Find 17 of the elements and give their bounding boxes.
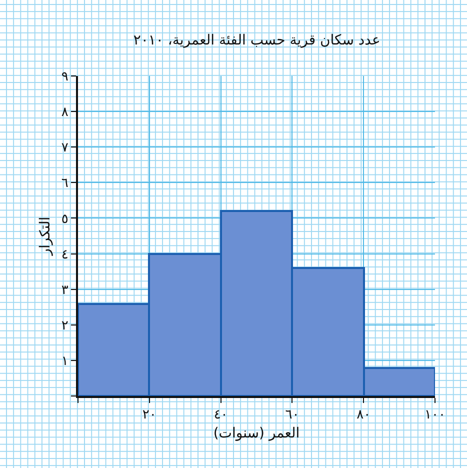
- chart-title: عدد سكان قرية حسب الفئة العمرية، ٢٠١٠: [133, 32, 380, 49]
- y-tick-label: ٧: [61, 140, 68, 156]
- y-tick-label: ٦: [61, 176, 68, 192]
- y-tick-label: ٢: [61, 318, 68, 334]
- x-tick-label: ٦٠: [285, 408, 300, 423]
- y-tick-label: ٨: [61, 105, 68, 120]
- y-tick-label: ٤: [61, 247, 68, 262]
- y-tick-label: ٥: [61, 212, 68, 227]
- x-tick-label: ٤٠: [214, 408, 228, 423]
- x-tick-label: ٢٠: [142, 408, 156, 423]
- x-axis-title: العمر (سنوات): [213, 425, 300, 442]
- y-tick-label: ١: [61, 354, 68, 369]
- x-tick-label: ٨٠: [356, 408, 371, 423]
- y-tick-label: ٩: [61, 70, 68, 85]
- y-axis-title: التكرار: [38, 216, 54, 256]
- y-tick-label: ٣: [61, 282, 68, 298]
- x-tick-label: ١٠٠: [424, 408, 446, 423]
